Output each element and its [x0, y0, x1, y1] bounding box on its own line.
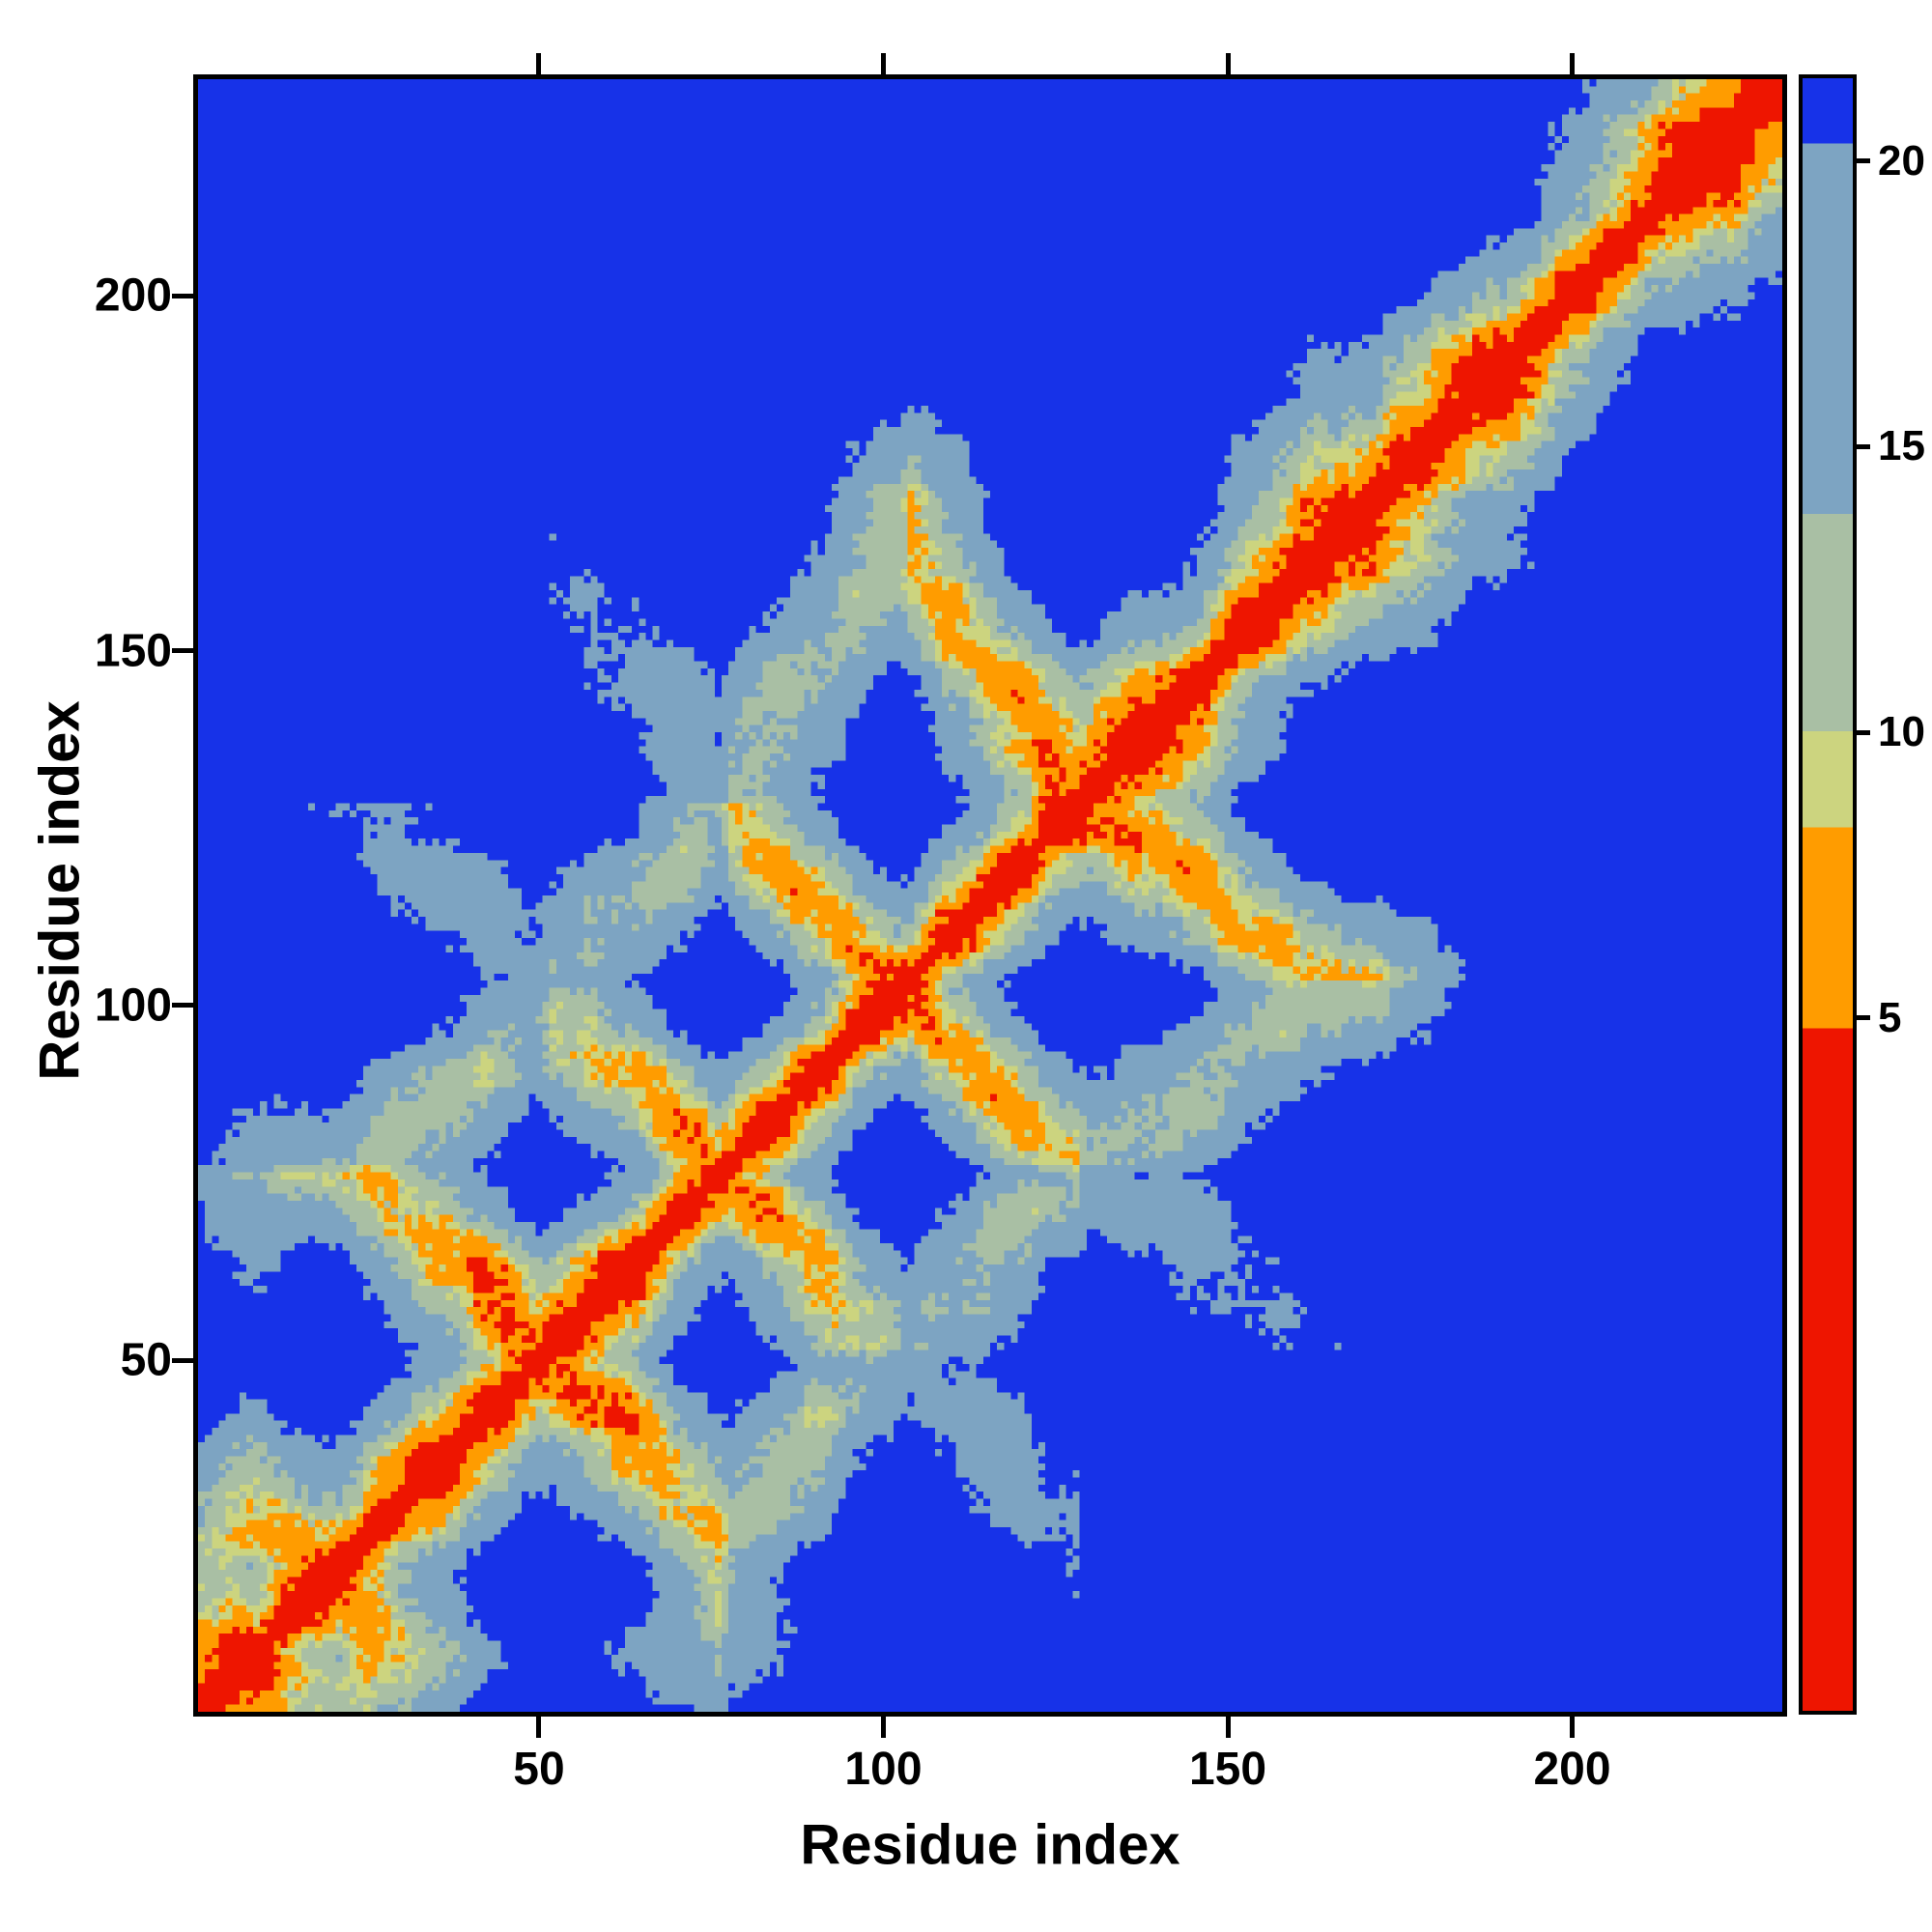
y-tick-label: 150	[94, 625, 172, 676]
plot-area	[193, 74, 1787, 1717]
colorbar-tick-mark	[1857, 443, 1870, 449]
y-tick-label: 50	[120, 1334, 172, 1386]
x-top-tick-mark	[536, 53, 542, 74]
x-tick-label: 150	[1188, 1744, 1267, 1795]
x-tick-label: 50	[513, 1744, 565, 1795]
x-tick-mark	[880, 1717, 886, 1738]
x-top-tick-mark	[1225, 53, 1231, 74]
y-tick-mark	[172, 293, 193, 298]
x-top-tick-mark	[880, 53, 886, 74]
y-tick-label: 200	[94, 270, 172, 322]
x-axis-label: Residue index	[800, 1813, 1180, 1877]
heatmap-canvas	[198, 79, 1782, 1712]
colorbar-tick-mark	[1857, 158, 1870, 163]
y-tick-mark	[172, 1357, 193, 1363]
colorbar-tick-label: 15	[1878, 422, 1925, 470]
y-tick-label: 100	[94, 980, 172, 1032]
colorbar-tick-mark	[1857, 1015, 1870, 1021]
colorbar-tick-label: 10	[1878, 708, 1925, 755]
y-tick-mark	[172, 1003, 193, 1009]
colorbar-tick-mark	[1857, 729, 1870, 735]
x-tick-label: 200	[1533, 1744, 1611, 1795]
x-tick-mark	[536, 1717, 542, 1738]
x-tick-mark	[1570, 1717, 1576, 1738]
colorbar	[1799, 74, 1857, 1715]
colorbar-tick-label: 20	[1878, 136, 1925, 185]
y-tick-mark	[172, 648, 193, 653]
colorbar-tick-label: 5	[1878, 993, 1902, 1041]
x-tick-label: 100	[844, 1744, 923, 1795]
x-tick-mark	[1225, 1717, 1231, 1738]
x-top-tick-mark	[1570, 53, 1576, 74]
